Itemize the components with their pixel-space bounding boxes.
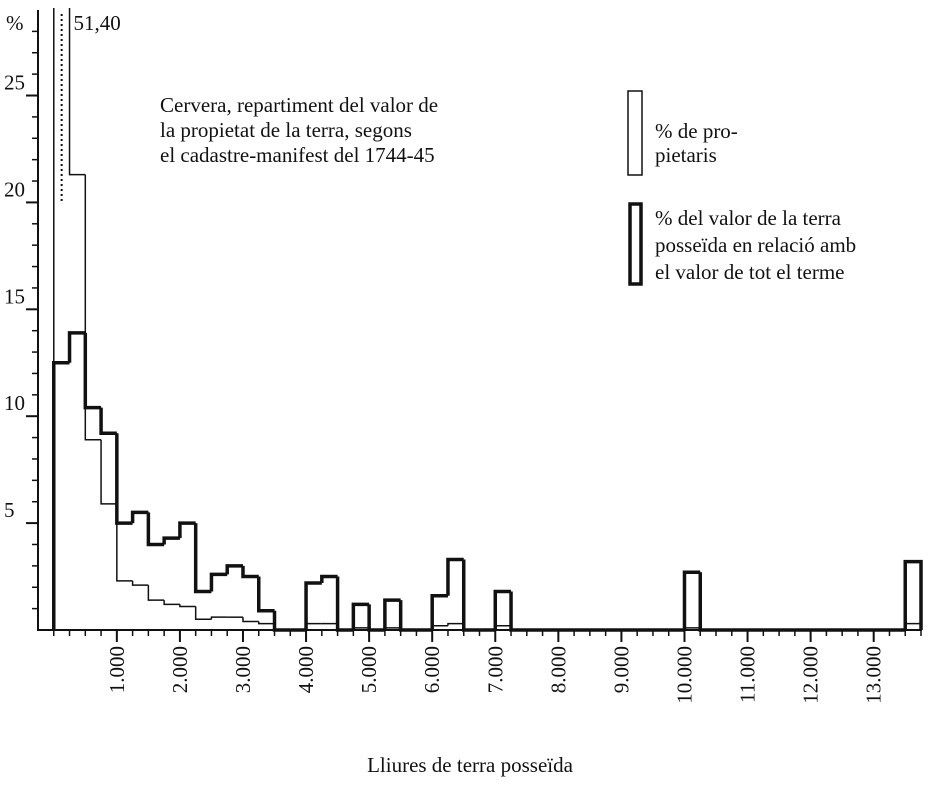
histogram-step xyxy=(383,598,401,630)
histogram-step xyxy=(351,602,370,630)
histogram-step xyxy=(179,604,196,608)
histogram-step xyxy=(130,510,149,524)
x-axis-label: Lliures de terra posseïda xyxy=(367,753,574,777)
histogram-step xyxy=(447,622,464,626)
histogram-step xyxy=(67,331,86,363)
histogram-step xyxy=(335,576,354,632)
histogram-step xyxy=(116,503,133,582)
histogram-step xyxy=(53,8,55,630)
y-axis-label: % xyxy=(6,11,24,35)
histogram-step xyxy=(83,332,102,410)
x-tick-label: 13.000 xyxy=(862,646,886,704)
histogram-step xyxy=(493,589,512,630)
histogram-step xyxy=(398,600,417,632)
y-tick-label: 20 xyxy=(4,177,25,201)
x-tick-label: 3.000 xyxy=(231,646,255,693)
histogram-step xyxy=(84,174,102,441)
x-tick-label: 7.000 xyxy=(483,646,507,693)
x-tick-label: 11.000 xyxy=(736,646,760,703)
histogram-step xyxy=(461,559,480,632)
histogram-step xyxy=(146,512,165,547)
histogram-step xyxy=(100,439,117,505)
histogram-step xyxy=(367,604,385,632)
histogram-step xyxy=(320,574,338,583)
x-tick-label: 12.000 xyxy=(799,646,823,704)
plot-area xyxy=(52,8,923,632)
histogram-step xyxy=(163,600,180,606)
legend-label: % de pro-pietaris xyxy=(655,119,738,167)
x-tick-label: 6.000 xyxy=(420,646,444,693)
legend-swatch xyxy=(628,202,643,286)
histogram-step xyxy=(698,572,717,632)
x-tick-label: 5.000 xyxy=(357,646,381,693)
histogram-step xyxy=(257,576,275,613)
histogram-step xyxy=(147,585,165,601)
histogram-step xyxy=(682,570,701,630)
value-label: 51,40 xyxy=(74,11,121,35)
legend-label: % del valor de la terra posseïda en relac… xyxy=(655,206,856,284)
histogram-step xyxy=(210,616,228,620)
histogram-step xyxy=(115,433,133,525)
histogram-step xyxy=(193,523,212,594)
x-tick-label: 9.000 xyxy=(609,646,633,693)
histogram-step xyxy=(241,565,259,579)
histogram-step xyxy=(194,606,212,621)
legend-swatch xyxy=(627,90,643,176)
histogram-step xyxy=(903,559,923,630)
x-tick-label: 8.000 xyxy=(546,646,570,693)
histogram-step xyxy=(52,361,70,630)
y-tick-label: 25 xyxy=(4,71,25,95)
histogram-step xyxy=(509,591,527,632)
x-tick-label: 10.000 xyxy=(672,646,696,704)
histogram-step xyxy=(162,536,180,545)
histogram-step xyxy=(242,617,259,623)
y-tick-label: 10 xyxy=(4,391,25,415)
histogram-step xyxy=(209,572,228,592)
histogram-step xyxy=(68,8,86,176)
histogram-step xyxy=(272,610,291,632)
x-tick-label: 1.000 xyxy=(105,646,129,693)
histogram-step xyxy=(304,581,322,630)
histogram-step xyxy=(225,564,243,575)
histogram-step xyxy=(258,621,275,625)
y-tick-label: 15 xyxy=(4,284,25,308)
histogram-step xyxy=(178,521,196,539)
histogram-step xyxy=(131,580,149,586)
y-tick-label: 5 xyxy=(4,498,15,522)
histogram-step xyxy=(446,557,464,596)
x-tick-label: 2.000 xyxy=(168,646,192,693)
histogram-step xyxy=(430,594,448,630)
x-tick-label: 4.000 xyxy=(294,646,318,693)
chart-title: Cervera, repartiment del valor de la prop… xyxy=(160,93,438,167)
histogram-step xyxy=(99,407,117,436)
